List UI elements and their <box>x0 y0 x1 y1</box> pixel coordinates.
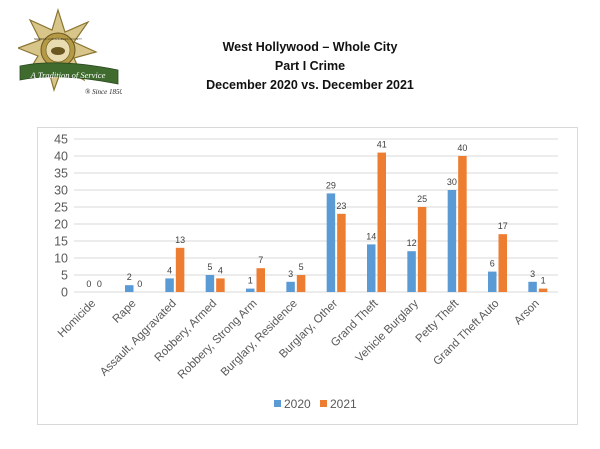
data-label-2020: 1 <box>248 276 253 286</box>
badge-text: SHERIFF LOS ANGELES COUNTY <box>34 37 82 41</box>
bar-2021 <box>417 207 427 292</box>
data-label-2021: 40 <box>457 143 467 153</box>
bar-2020 <box>286 281 295 292</box>
y-tick-label: 0 <box>61 286 68 300</box>
date-range-title: December 2020 vs. December 2021 <box>206 78 414 92</box>
bar-2020 <box>125 285 134 292</box>
chart-container: 0 5 10 15 20 25 30 35 40 45 0 0 Homicide 2 0 Rape 4 13 Ass… <box>37 127 578 425</box>
data-label-2020: 29 <box>326 180 336 190</box>
data-label-2020: 30 <box>447 177 457 187</box>
legend-label: 2020 <box>284 397 311 411</box>
x-tick-label: Rape <box>111 298 139 326</box>
bar-2020 <box>246 288 255 292</box>
bar-2020 <box>528 281 537 292</box>
data-label-2021: 1 <box>541 276 546 286</box>
legend-label: 2021 <box>330 397 357 411</box>
y-tick-label: 10 <box>54 252 68 266</box>
x-tick-label: Assault, Aggravated <box>98 298 179 379</box>
bar-2021 <box>296 275 306 292</box>
x-tick-label: Arson <box>512 298 542 328</box>
data-label-2020: 5 <box>207 262 212 272</box>
bar-2021 <box>337 213 346 292</box>
x-tick-label: Burglary, Residence <box>219 298 300 379</box>
bar-2021 <box>175 247 185 292</box>
bar-2020 <box>407 251 416 292</box>
data-label-2020: 3 <box>288 269 293 279</box>
data-label-2021: 13 <box>175 235 185 245</box>
motto-text: A Tradition of Service <box>30 70 106 80</box>
y-tick-label: 15 <box>54 235 68 249</box>
data-label-2020: 14 <box>366 231 376 241</box>
data-label-2020: 6 <box>490 259 495 269</box>
y-tick-label: 20 <box>54 218 68 232</box>
y-tick-label: 30 <box>54 184 68 198</box>
bar-2021 <box>216 278 225 292</box>
data-label-2021: 7 <box>258 255 263 265</box>
bar-2021 <box>377 152 386 292</box>
y-tick-label: 35 <box>54 167 68 181</box>
bar-2020 <box>488 271 497 292</box>
data-label-2020: 12 <box>407 238 417 248</box>
bar-2021 <box>538 288 548 292</box>
x-tick-label: Homicide <box>56 298 98 340</box>
y-tick-label: 25 <box>54 201 68 215</box>
bar-2021 <box>458 156 467 292</box>
data-label-2021: 23 <box>336 201 346 211</box>
data-label-2021: 41 <box>377 140 387 150</box>
page-subtitle: Part I Crime <box>274 59 346 73</box>
data-label-2020: 2 <box>127 272 132 282</box>
data-label-2021: 0 <box>97 279 102 289</box>
y-tick-label: 40 <box>54 150 68 164</box>
data-label-2021: 25 <box>417 194 427 204</box>
sheriff-logo: SHERIFF LOS ANGELES COUNTY A Tradition o… <box>18 8 122 96</box>
page-title: West Hollywood – Whole City <box>222 40 398 54</box>
bar-2020 <box>447 190 457 292</box>
data-label-2021: 5 <box>299 262 304 272</box>
y-tick-label: 45 <box>54 133 68 147</box>
bar-2021 <box>256 268 265 292</box>
legend-swatch-2021 <box>320 400 327 407</box>
since-text: ® Since 1850 <box>85 88 122 96</box>
bar-2020 <box>205 275 215 292</box>
bar-2020 <box>367 244 376 292</box>
x-tick-label: Robbery, Strong Arm <box>176 298 260 382</box>
data-label-2021: 17 <box>498 221 508 231</box>
title-block: West Hollywood – Whole City Part I Crime… <box>160 38 460 95</box>
data-label-2020: 0 <box>86 279 91 289</box>
legend-swatch-2020 <box>274 400 281 407</box>
data-label-2021: 4 <box>218 265 223 275</box>
bar-2020 <box>326 193 336 292</box>
data-label-2020: 3 <box>530 269 535 279</box>
data-label-2020: 4 <box>167 265 172 275</box>
bar-2021 <box>498 234 507 292</box>
bar-2020 <box>165 278 174 292</box>
data-label-2021: 0 <box>137 279 142 289</box>
y-tick-label: 5 <box>61 269 68 283</box>
